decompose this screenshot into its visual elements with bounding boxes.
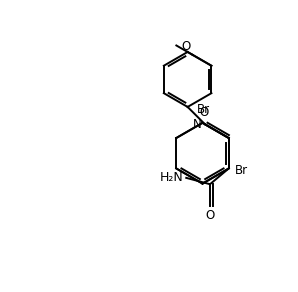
Text: Br: Br	[196, 103, 210, 117]
Text: N: N	[193, 118, 201, 131]
Text: Br: Br	[235, 164, 248, 177]
Text: O: O	[181, 40, 191, 53]
Text: O: O	[199, 106, 209, 119]
Text: O: O	[205, 209, 215, 223]
Text: H₂N: H₂N	[160, 171, 183, 184]
